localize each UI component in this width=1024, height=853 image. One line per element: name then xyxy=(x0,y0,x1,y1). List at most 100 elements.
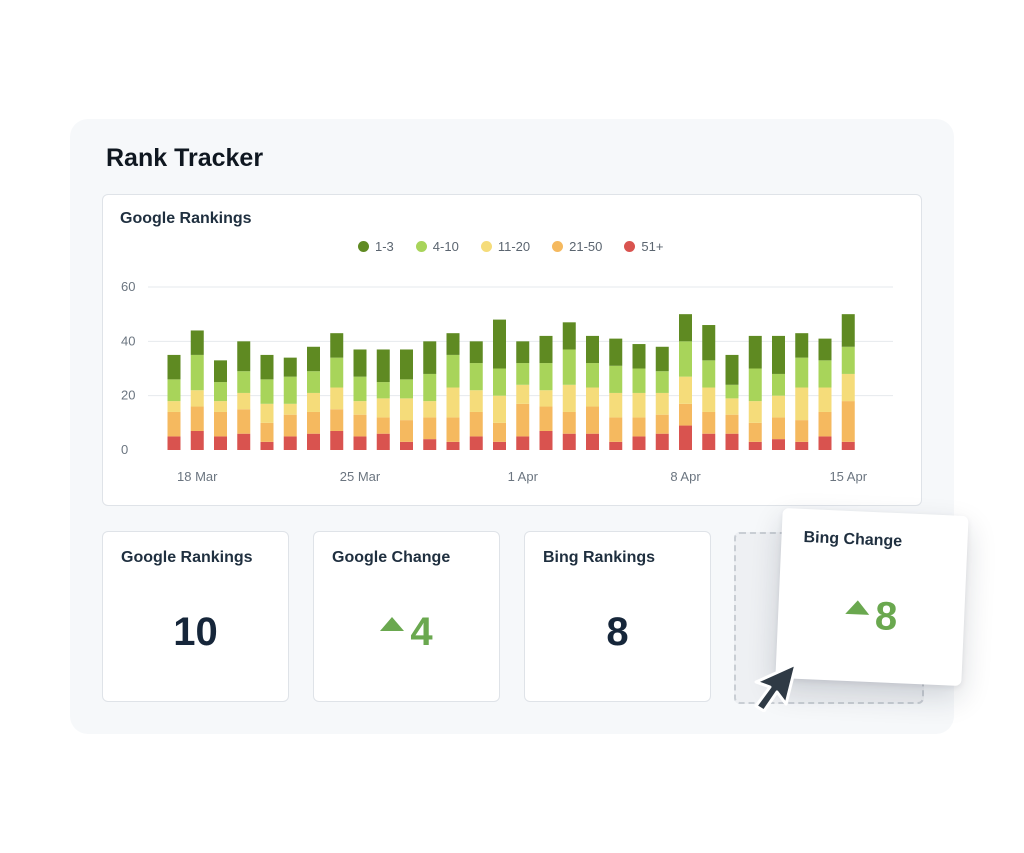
bar-segment[interactable] xyxy=(493,319,506,369)
bar-segment[interactable] xyxy=(376,433,390,450)
bar-segment[interactable] xyxy=(586,387,599,407)
bar-segment[interactable] xyxy=(237,409,251,434)
bar-segment[interactable] xyxy=(446,333,460,355)
bar-segment[interactable] xyxy=(307,411,320,434)
bar-segment[interactable] xyxy=(353,436,367,450)
bar-segment[interactable] xyxy=(190,354,204,391)
bar-segment[interactable] xyxy=(330,333,344,358)
bar-segment[interactable] xyxy=(190,406,204,431)
bar-segment[interactable] xyxy=(562,322,576,350)
bar-segment[interactable] xyxy=(167,436,181,450)
bar-segment[interactable] xyxy=(214,411,227,437)
bar-segment[interactable] xyxy=(330,430,344,450)
bar-segment[interactable] xyxy=(655,371,669,393)
bar-segment[interactable] xyxy=(748,335,762,369)
google-rankings-card[interactable]: Google Rankings 10 xyxy=(102,531,289,702)
bar-segment[interactable] xyxy=(562,349,576,385)
bar-segment[interactable] xyxy=(632,417,646,437)
bar-segment[interactable] xyxy=(376,398,390,418)
bar-segment[interactable] xyxy=(283,376,297,404)
bar-segment[interactable] xyxy=(353,414,367,437)
bar-segment[interactable] xyxy=(493,422,506,442)
bar-segment[interactable] xyxy=(260,379,274,404)
bar-segment[interactable] xyxy=(400,398,413,421)
bar-segment[interactable] xyxy=(516,436,530,450)
bar-segment[interactable] xyxy=(260,354,274,380)
bar-segment[interactable] xyxy=(539,406,553,431)
bar-segment[interactable] xyxy=(609,417,623,442)
legend-item-11-20[interactable]: 11-20 xyxy=(480,239,530,254)
bar-segment[interactable] xyxy=(725,398,739,415)
bar-segment[interactable] xyxy=(795,333,809,358)
bar-segment[interactable] xyxy=(679,425,692,450)
bar-segment[interactable] xyxy=(353,376,367,402)
bar-segment[interactable] xyxy=(469,363,483,391)
bar-segment[interactable] xyxy=(772,417,785,440)
bar-segment[interactable] xyxy=(516,403,530,437)
bar-segment[interactable] xyxy=(307,371,320,393)
bar-segment[interactable] xyxy=(260,441,274,450)
bar-segment[interactable] xyxy=(702,433,716,450)
bar-segment[interactable] xyxy=(818,338,832,361)
bar-segment[interactable] xyxy=(702,411,716,434)
bar-segment[interactable] xyxy=(400,349,413,380)
bar-segment[interactable] xyxy=(190,330,204,355)
bing-change-card[interactable]: Bing Change 8 xyxy=(775,508,969,686)
bar-segment[interactable] xyxy=(841,441,855,450)
bar-segment[interactable] xyxy=(539,363,553,391)
bar-segment[interactable] xyxy=(330,387,344,410)
bar-segment[interactable] xyxy=(725,433,739,450)
bar-segment[interactable] xyxy=(562,411,576,434)
bar-segment[interactable] xyxy=(772,439,785,450)
bar-segment[interactable] xyxy=(655,433,669,450)
bar-segment[interactable] xyxy=(260,403,274,423)
bar-segment[interactable] xyxy=(493,395,506,423)
bar-segment[interactable] xyxy=(748,422,762,442)
bar-segment[interactable] xyxy=(586,335,599,364)
bar-segment[interactable] xyxy=(655,414,669,434)
bar-segment[interactable] xyxy=(214,436,227,450)
bar-segment[interactable] xyxy=(841,346,855,374)
bar-segment[interactable] xyxy=(376,417,390,434)
bar-segment[interactable] xyxy=(679,403,692,426)
bar-segment[interactable] xyxy=(562,433,576,450)
bar-segment[interactable] xyxy=(818,436,832,450)
bar-segment[interactable] xyxy=(190,390,204,407)
bar-segment[interactable] xyxy=(679,376,692,404)
bar-segment[interactable] xyxy=(423,439,437,450)
bar-segment[interactable] xyxy=(446,441,460,450)
bar-segment[interactable] xyxy=(748,441,762,450)
bar-segment[interactable] xyxy=(702,325,716,361)
bar-segment[interactable] xyxy=(702,360,716,388)
bar-segment[interactable] xyxy=(283,403,297,415)
legend-item-4-10[interactable]: 4-10 xyxy=(415,239,459,254)
google-change-card[interactable]: Google Change 4 xyxy=(313,531,500,702)
bar-segment[interactable] xyxy=(609,365,623,393)
bar-segment[interactable] xyxy=(772,335,785,374)
bing-rankings-card[interactable]: Bing Rankings 8 xyxy=(524,531,711,702)
bar-segment[interactable] xyxy=(237,371,251,393)
bar-segment[interactable] xyxy=(190,430,204,450)
bar-segment[interactable] xyxy=(632,392,646,418)
bar-segment[interactable] xyxy=(400,441,413,450)
bar-segment[interactable] xyxy=(748,368,762,402)
bar-segment[interactable] xyxy=(167,401,181,412)
bar-segment[interactable] xyxy=(307,346,320,372)
bar-segment[interactable] xyxy=(632,344,646,369)
bar-segment[interactable] xyxy=(539,390,553,407)
bar-segment[interactable] xyxy=(446,417,460,442)
bar-segment[interactable] xyxy=(469,436,483,450)
bar-segment[interactable] xyxy=(679,314,692,342)
bar-segment[interactable] xyxy=(330,357,344,388)
bar-segment[interactable] xyxy=(609,392,623,418)
bar-segment[interactable] xyxy=(609,338,623,366)
bar-segment[interactable] xyxy=(423,341,437,374)
bar-segment[interactable] xyxy=(632,368,646,393)
bar-segment[interactable] xyxy=(237,433,251,450)
bar-segment[interactable] xyxy=(167,379,181,402)
bar-segment[interactable] xyxy=(307,433,320,450)
bar-segment[interactable] xyxy=(400,379,413,399)
bar-segment[interactable] xyxy=(283,357,297,377)
bar-segment[interactable] xyxy=(725,384,739,399)
bar-segment[interactable] xyxy=(795,420,809,442)
